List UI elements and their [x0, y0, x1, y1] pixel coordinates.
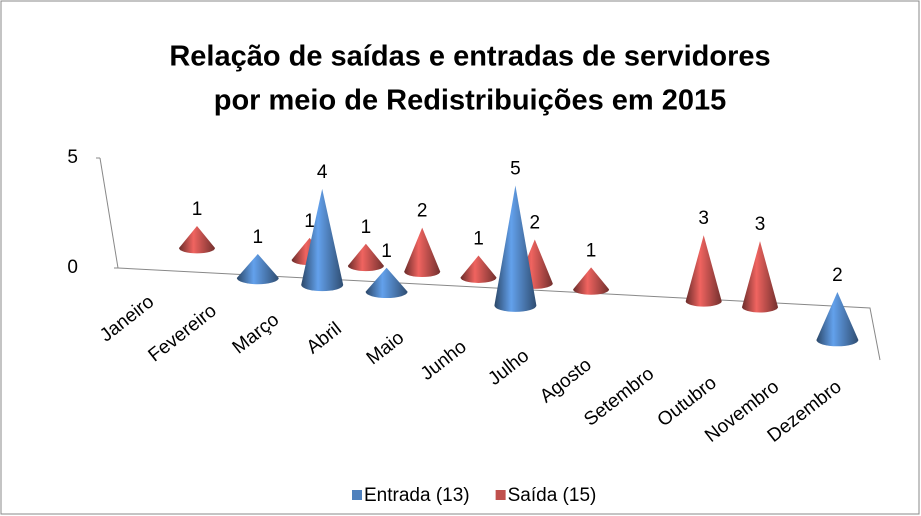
- data-label: 4: [317, 162, 328, 183]
- chart-title: por meio de Redistribuições em 2015: [214, 85, 727, 117]
- cone: [404, 227, 441, 278]
- data-label: 2: [530, 212, 541, 233]
- cone: [301, 188, 344, 292]
- data-label: 3: [755, 214, 766, 235]
- data-label: 3: [698, 208, 709, 229]
- legend-swatch: [352, 490, 362, 500]
- cone: [573, 267, 610, 295]
- cone: [494, 185, 537, 312]
- cone: [816, 291, 859, 347]
- data-label: 1: [253, 227, 264, 248]
- legend-swatch: [495, 490, 506, 500]
- data-label: 5: [510, 159, 521, 180]
- data-label: 1: [361, 217, 372, 238]
- cone: [236, 253, 279, 285]
- data-label: 1: [192, 199, 203, 220]
- cone: [179, 226, 215, 254]
- y-tick-label: 0: [67, 257, 78, 278]
- wall-edge: [99, 157, 119, 269]
- data-label: 2: [417, 201, 428, 222]
- cone: [347, 243, 384, 272]
- data-label: 2: [832, 265, 843, 286]
- legend-label: Saída (15): [508, 485, 597, 506]
- data-label: 1: [473, 229, 484, 250]
- cone: [460, 255, 497, 283]
- data-label: 1: [586, 240, 597, 261]
- data-label: 1: [304, 211, 315, 232]
- cone: [365, 267, 408, 299]
- legend-label: Entrada (13): [364, 485, 470, 506]
- chart-title: Relação de saídas e entradas de servidor…: [169, 41, 770, 73]
- data-label: 1: [381, 241, 392, 262]
- cone: [742, 241, 778, 313]
- floor-edge: [117, 267, 881, 361]
- y-tick-label: 5: [67, 147, 78, 168]
- cone: [685, 235, 722, 307]
